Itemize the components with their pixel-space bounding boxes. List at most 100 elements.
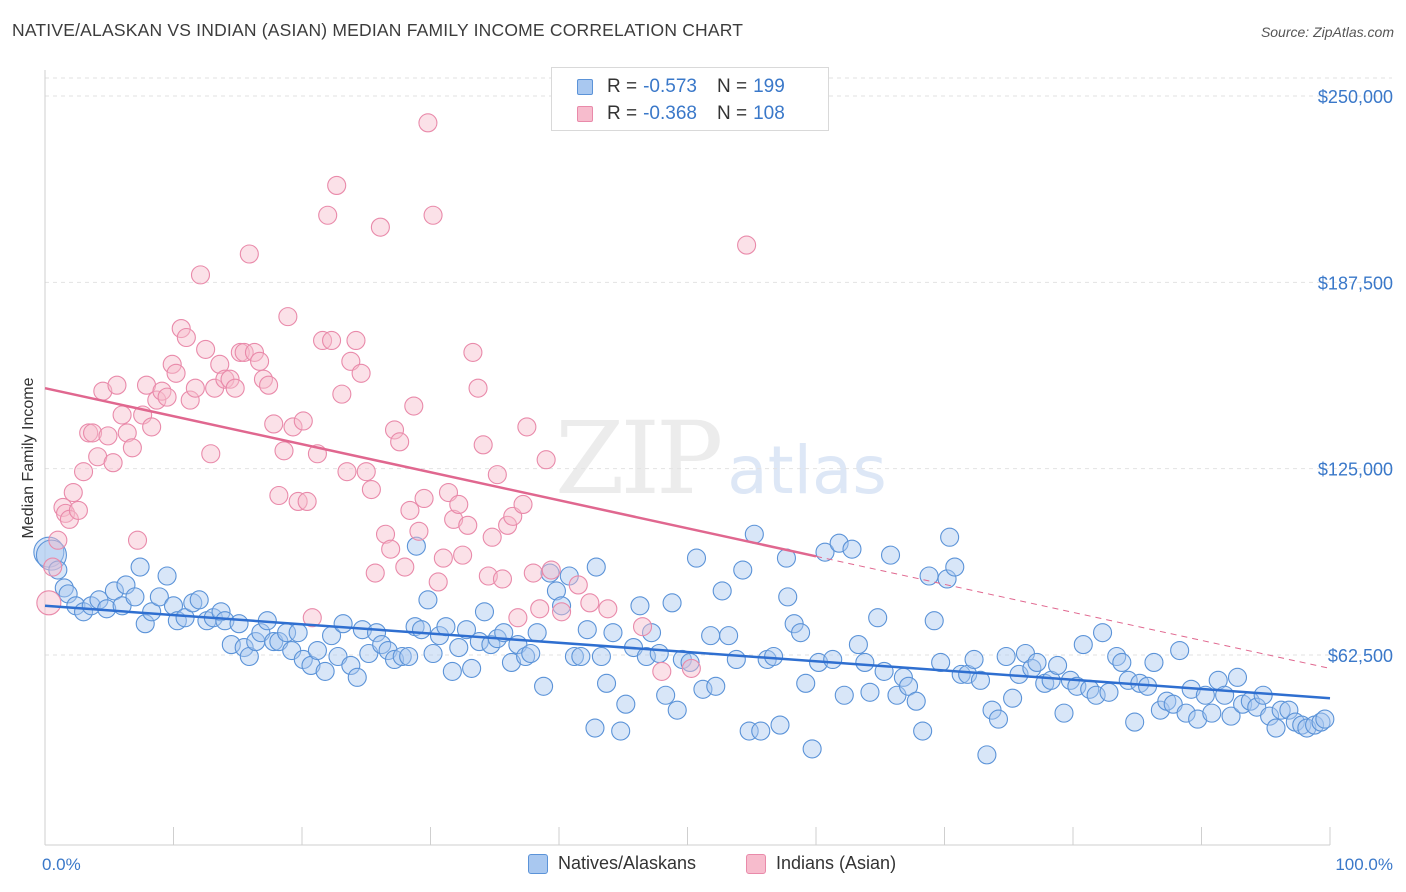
natives-point (964, 649, 984, 670)
natives-point (546, 581, 566, 601)
natives-point (1073, 635, 1093, 655)
indians-point (253, 369, 274, 389)
indians-point (322, 330, 342, 351)
natives-point (733, 560, 753, 580)
indians-point (536, 450, 556, 470)
natives-point (988, 709, 1009, 729)
indians-point (433, 548, 453, 568)
natives-point (501, 652, 522, 673)
natives-point (1112, 652, 1132, 673)
natives-point (662, 593, 682, 613)
indians-point (652, 661, 672, 681)
natives-point (1048, 655, 1068, 675)
indians-point (463, 342, 483, 362)
natives-point (630, 596, 650, 616)
n-value: 108 (753, 103, 785, 124)
natives-point (1315, 709, 1335, 729)
natives-point (611, 721, 631, 741)
natives-point (229, 614, 249, 634)
natives-point (392, 646, 412, 667)
indians-point (274, 441, 294, 461)
indians-trend-extension (815, 555, 1331, 669)
natives-point (970, 670, 991, 690)
natives-point (1202, 703, 1222, 723)
natives-point (442, 661, 462, 681)
gridlines (45, 77, 1392, 656)
natives-point (913, 721, 933, 741)
natives-point (1279, 700, 1299, 720)
natives-point (571, 646, 591, 667)
indians-point (356, 462, 376, 482)
natives-point (135, 614, 155, 634)
indians-point (453, 545, 473, 565)
natives-point (791, 623, 811, 643)
natives-point (701, 626, 721, 646)
natives-point (586, 557, 606, 577)
indians-point (444, 509, 464, 529)
natives-point (898, 676, 919, 696)
indians-point (239, 244, 259, 264)
natives-point (130, 557, 150, 577)
indians-point (400, 500, 420, 520)
natives-point (591, 646, 611, 667)
indians-point (171, 318, 191, 339)
natives-point (347, 667, 367, 687)
indians-point (122, 438, 142, 458)
indians-point (337, 462, 357, 482)
indians-point (332, 384, 352, 404)
natives-point (527, 623, 547, 643)
natives-point (1003, 688, 1023, 708)
natives-point (764, 646, 784, 667)
natives-point (834, 685, 854, 705)
indians-point (375, 524, 396, 544)
indians-point (523, 563, 543, 583)
natives-point (868, 608, 888, 628)
legend-item-natives: Natives/Alaskans (528, 853, 696, 874)
indians-point (508, 608, 528, 628)
watermark-zip: ZIP (555, 400, 723, 517)
natives-point (384, 649, 405, 670)
natives-points (33, 524, 1335, 765)
natives-point (1099, 682, 1119, 702)
indians-point (142, 417, 162, 437)
indians-point (210, 354, 230, 374)
natives-point (860, 682, 880, 702)
indians-point (568, 575, 588, 595)
indians-point (414, 488, 434, 509)
natives-point (1233, 694, 1253, 714)
watermark-atlas: atlas (727, 432, 887, 509)
natives-point (906, 691, 926, 711)
indians-point (473, 435, 493, 455)
indians-point (478, 566, 498, 586)
natives-point (1266, 718, 1286, 738)
n-value: 199 (753, 76, 785, 97)
natives-point (333, 614, 353, 634)
natives-point (288, 623, 308, 643)
natives-point (842, 539, 862, 559)
natives-point (494, 623, 514, 643)
natives-point (585, 718, 605, 738)
natives-point (616, 694, 636, 714)
indians-point (530, 599, 550, 619)
x-tick-label: 100.0% (1335, 855, 1393, 874)
indians-point (264, 414, 284, 434)
correlation-legend: R = -0.573 N = 199 R = -0.368 N = 108 (551, 67, 829, 131)
indians-point (632, 617, 653, 637)
legend-row-indians: R = -0.368 N = 108 (577, 103, 785, 125)
indians-point (82, 423, 103, 443)
indians-point (482, 527, 502, 547)
natives-point (411, 620, 432, 640)
indians-point (244, 342, 265, 362)
legend-label-indians: Indians (Asian) (776, 853, 897, 873)
indians-point (418, 113, 438, 133)
natives-point (516, 646, 536, 667)
x-tick-label: 0.0% (42, 855, 81, 874)
natives-point (802, 739, 822, 759)
natives-point (418, 590, 438, 610)
indians-point (390, 432, 410, 452)
natives-point (1170, 640, 1190, 661)
trend-lines (44, 386, 1331, 700)
indians-point (361, 479, 381, 500)
indians-point (190, 265, 211, 285)
natives-point (712, 581, 732, 601)
